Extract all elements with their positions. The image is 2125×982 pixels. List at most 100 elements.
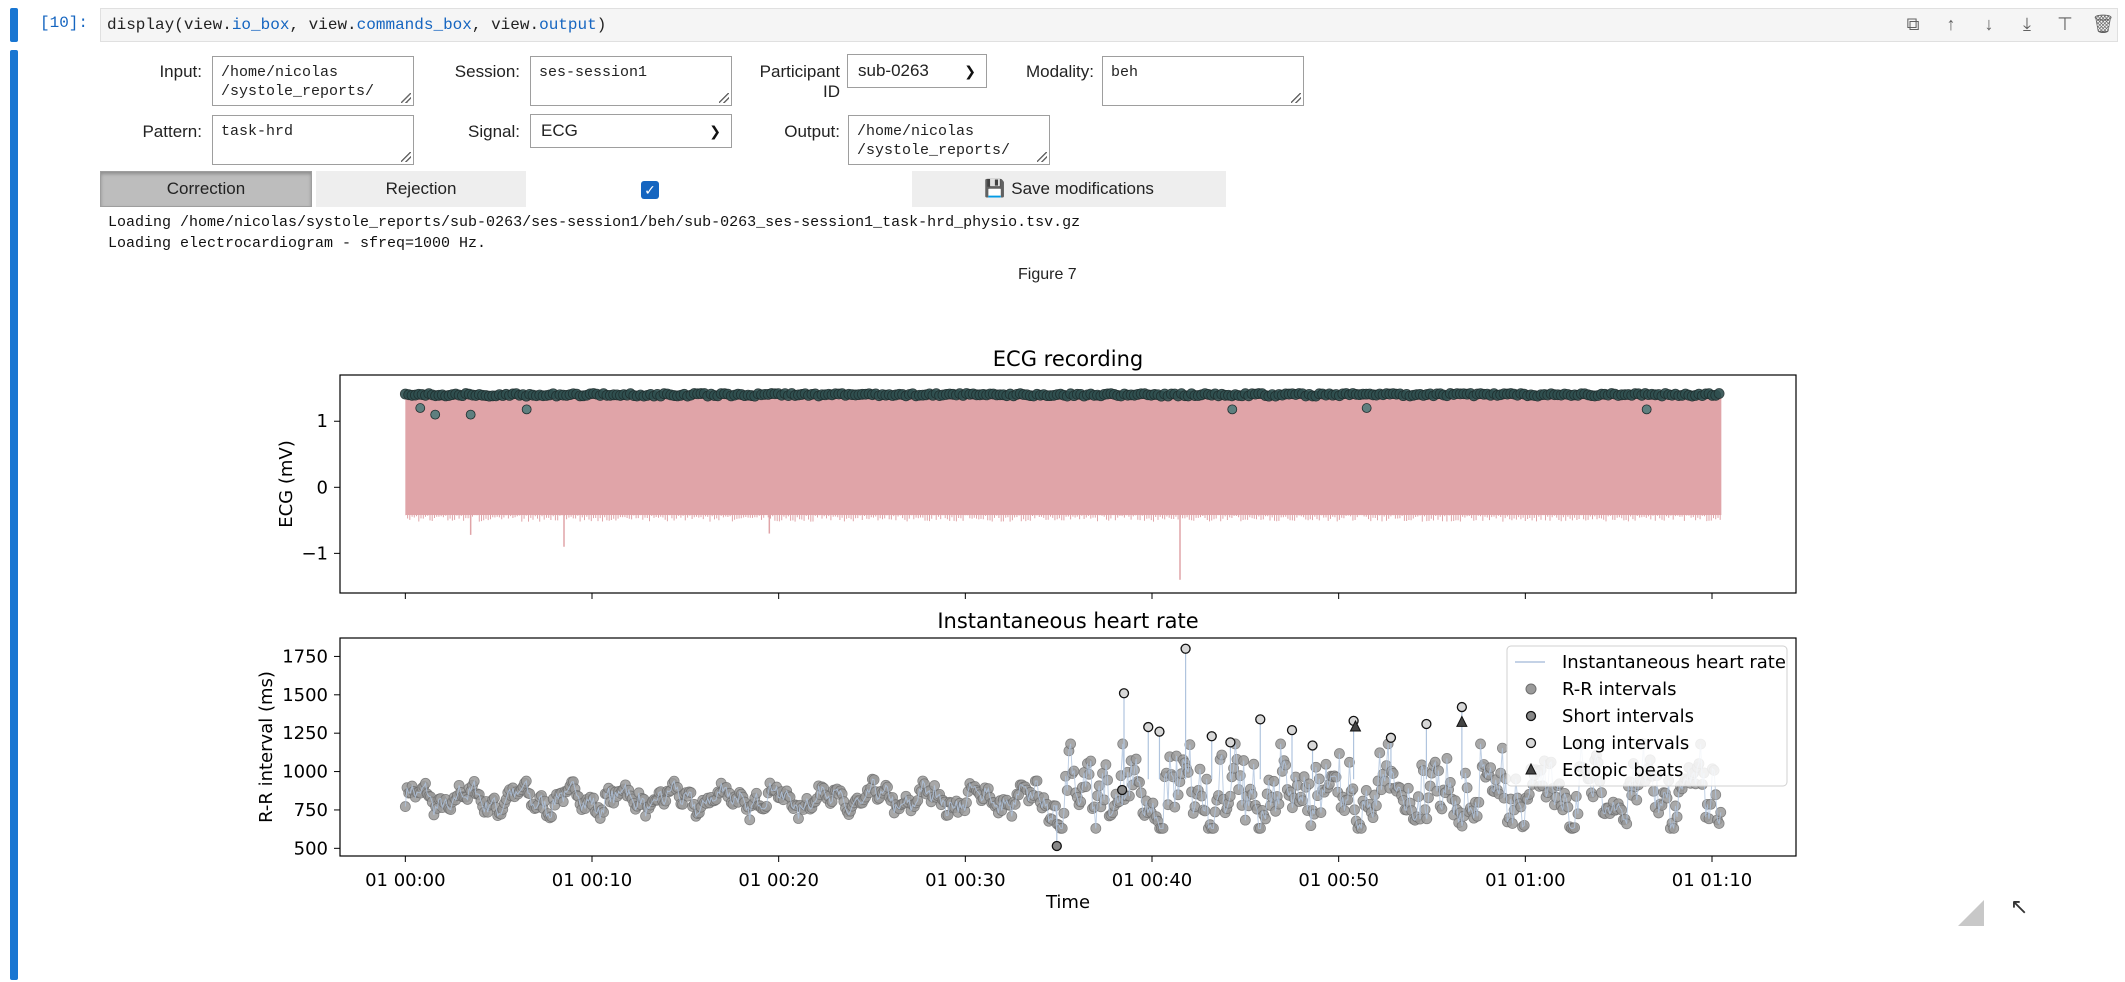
rr-interval-point (1411, 811, 1423, 823)
rr-interval-point (845, 805, 856, 817)
rr-interval-point (1134, 776, 1145, 788)
r-peak-marker (443, 390, 455, 401)
long-interval-marker (1206, 731, 1217, 742)
rr-interval-point (1251, 803, 1263, 815)
rr-interval-point (1377, 768, 1389, 780)
r-peak-marker (1213, 390, 1224, 402)
move-up-icon[interactable]: ↑ (1946, 13, 1956, 34)
rr-interval-point (1058, 807, 1070, 819)
delete-icon[interactable]: 🗑 (2091, 13, 2115, 34)
r-peak-marker (1481, 388, 1493, 400)
rr-interval-point (1127, 779, 1139, 791)
rr-interval-point (1177, 754, 1189, 766)
copy-icon[interactable]: ⧉ (1906, 13, 1920, 34)
signal-value: ECG (541, 121, 578, 140)
rr-interval-point (520, 775, 532, 787)
rr-interval-point (515, 784, 527, 795)
code-editor[interactable]: display(view.io_box, view.commands_box, … (100, 8, 2118, 42)
move-down-icon[interactable]: ↓ (1984, 13, 1994, 34)
session-field[interactable]: ses-session1 (530, 56, 732, 106)
rr-interval-point (1179, 757, 1191, 769)
rr-interval-point (878, 785, 890, 796)
rr-interval-point (1518, 819, 1530, 831)
rr-interval-point (660, 795, 672, 807)
rr-interval-point (465, 785, 477, 797)
rr-interval-point (1670, 800, 1681, 812)
rr-interval-point (715, 777, 727, 789)
rr-interval-point (1087, 803, 1098, 814)
rr-interval-point (944, 796, 956, 808)
input-field[interactable]: /home/nicolas /systole_reports/ (212, 56, 414, 106)
r-peak-marker (1549, 389, 1560, 401)
rr-interval-point (892, 802, 903, 814)
rr-interval-point (1355, 822, 1367, 834)
correction-button[interactable]: Correction (100, 171, 312, 207)
rr-interval-point (1216, 749, 1228, 761)
rr-interval-point (452, 790, 463, 802)
output-field[interactable]: /home/nicolas /systole_reports/ (848, 115, 1050, 165)
rr-interval-point (1663, 775, 1675, 786)
rr-interval-point (935, 799, 947, 811)
output-collapse-bar[interactable] (10, 50, 18, 980)
rr-interval-point (1241, 790, 1253, 802)
rr-interval-point (583, 795, 594, 807)
rr-interval-point (724, 787, 735, 799)
rr-interval-point (744, 814, 756, 826)
insert-above-icon[interactable]: ⊤ (2057, 13, 2073, 34)
rr-interval-point (403, 787, 415, 799)
rr-interval-point (477, 801, 489, 812)
r-peak-marker (470, 390, 482, 401)
rr-interval-point (1266, 791, 1278, 803)
rr-interval-point (1339, 805, 1350, 816)
rr-interval-point (1095, 801, 1107, 813)
r-peak-marker (850, 389, 861, 401)
rejection-button[interactable]: Rejection (316, 171, 526, 207)
r-peak-marker (729, 389, 741, 401)
long-interval-marker (1421, 718, 1432, 730)
rr-interval-point (1394, 782, 1406, 794)
checkbox[interactable]: ✓ (641, 181, 659, 199)
pattern-field[interactable]: task-hrd (212, 115, 414, 165)
signal-select[interactable]: ECG ❯ (530, 114, 732, 148)
r-peak-marker (1280, 388, 1292, 400)
r-peak-marker (507, 388, 519, 400)
rr-interval-point (1622, 780, 1634, 792)
rr-interval-point (969, 781, 981, 792)
rr-interval-point (1265, 800, 1276, 811)
rr-interval-point (630, 803, 641, 815)
r-peak-marker (803, 389, 814, 401)
rr-interval-point (1191, 788, 1203, 800)
insert-below-icon[interactable]: ⤓ (2023, 13, 2031, 34)
rr-interval-point (1122, 766, 1134, 778)
rr-interval-point (1144, 802, 1155, 814)
long-interval-marker (1348, 715, 1359, 727)
cell-selection-bar[interactable] (10, 8, 18, 42)
save-modifications-button[interactable]: 💾 Save modifications (912, 171, 1226, 207)
modality-field[interactable]: beh (1102, 56, 1304, 106)
rr-interval-point (788, 803, 799, 814)
long-interval-marker (1255, 714, 1266, 725)
r-peak-marker (695, 388, 707, 399)
rr-interval-point (1475, 738, 1486, 750)
participant-select[interactable]: sub-0263 ❯ (847, 54, 987, 88)
r-peak-marker (675, 389, 687, 401)
rr-interval-point (542, 808, 554, 820)
rr-interval-point (483, 799, 495, 811)
rr-interval-point (695, 801, 707, 813)
rr-interval-point (880, 779, 892, 791)
rr-interval-point (1528, 770, 1540, 781)
r-peak-marker (1011, 388, 1023, 400)
r-peak-marker (423, 388, 435, 400)
rr-interval-point (572, 791, 584, 802)
rr-interval-point (1055, 822, 1066, 834)
rr-interval-point (1246, 788, 1258, 800)
resize-handle-icon[interactable] (1958, 900, 1984, 926)
r-peak-marker (1512, 389, 1523, 401)
rr-interval-point (651, 794, 663, 806)
rr-interval-point (840, 802, 851, 814)
rr-interval-point (554, 788, 566, 799)
r-peak-marker (527, 389, 539, 401)
r-peak-marker (883, 389, 895, 401)
rr-interval-point (1167, 771, 1179, 783)
r-peak-marker (608, 389, 620, 401)
